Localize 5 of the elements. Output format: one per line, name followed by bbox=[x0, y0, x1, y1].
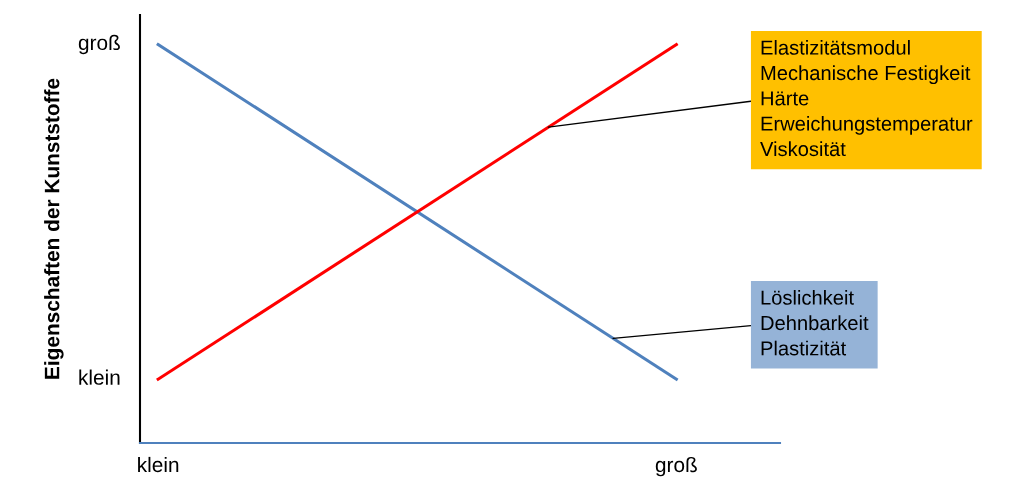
y-axis-title: Eigenschaften der Kunststoffe bbox=[44, 78, 64, 379]
text: klein bbox=[79, 369, 120, 385]
annotation: Elastizitätsmodul Mechanische Festigkeit Härte Erweichungstemperatur Viskosität bbox=[760, 40, 973, 157]
annotation: Löslichkeit Dehnbarkeit Plastizität bbox=[761, 290, 869, 356]
text: groß bbox=[78, 34, 120, 55]
